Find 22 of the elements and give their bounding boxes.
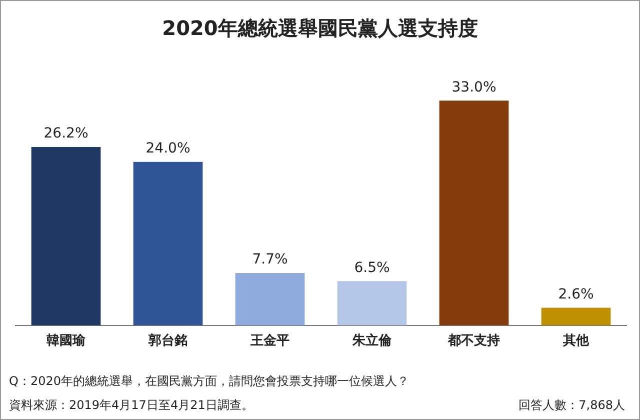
x-tick-label: 都不支持 bbox=[447, 334, 500, 349]
bar bbox=[337, 281, 407, 326]
text: 回答人數：7,868人 bbox=[518, 397, 625, 414]
x-tick-label: 韓國瑜 bbox=[46, 334, 86, 349]
data-label: 2.6% bbox=[558, 286, 594, 302]
bar bbox=[133, 162, 203, 326]
data-label: 6.5% bbox=[354, 260, 390, 276]
text: Q：2020年的總統選舉，在國民黨方面，請問您會投票支持哪一位候選人？ bbox=[9, 373, 409, 390]
x-tick-label: 郭台銘 bbox=[148, 332, 188, 349]
x-tick-label: 朱立倫 bbox=[352, 332, 392, 349]
data-label: 24.0% bbox=[146, 140, 190, 157]
data-label: 33.0% bbox=[452, 79, 496, 96]
data-label: 7.7% bbox=[252, 252, 288, 268]
bar bbox=[439, 100, 509, 326]
x-tick-label: 王金平 bbox=[250, 334, 290, 349]
source-note: 資料來源：2019年4月17日至4月21日調查。 bbox=[9, 397, 254, 414]
chart-title: 2020年總統選舉國民黨人選支持度 bbox=[161, 15, 479, 42]
bar bbox=[541, 308, 611, 326]
bar bbox=[235, 272, 305, 326]
x-tick-label: 其他 bbox=[562, 334, 590, 349]
data-label: 26.2% bbox=[44, 126, 88, 142]
bar bbox=[31, 146, 101, 326]
